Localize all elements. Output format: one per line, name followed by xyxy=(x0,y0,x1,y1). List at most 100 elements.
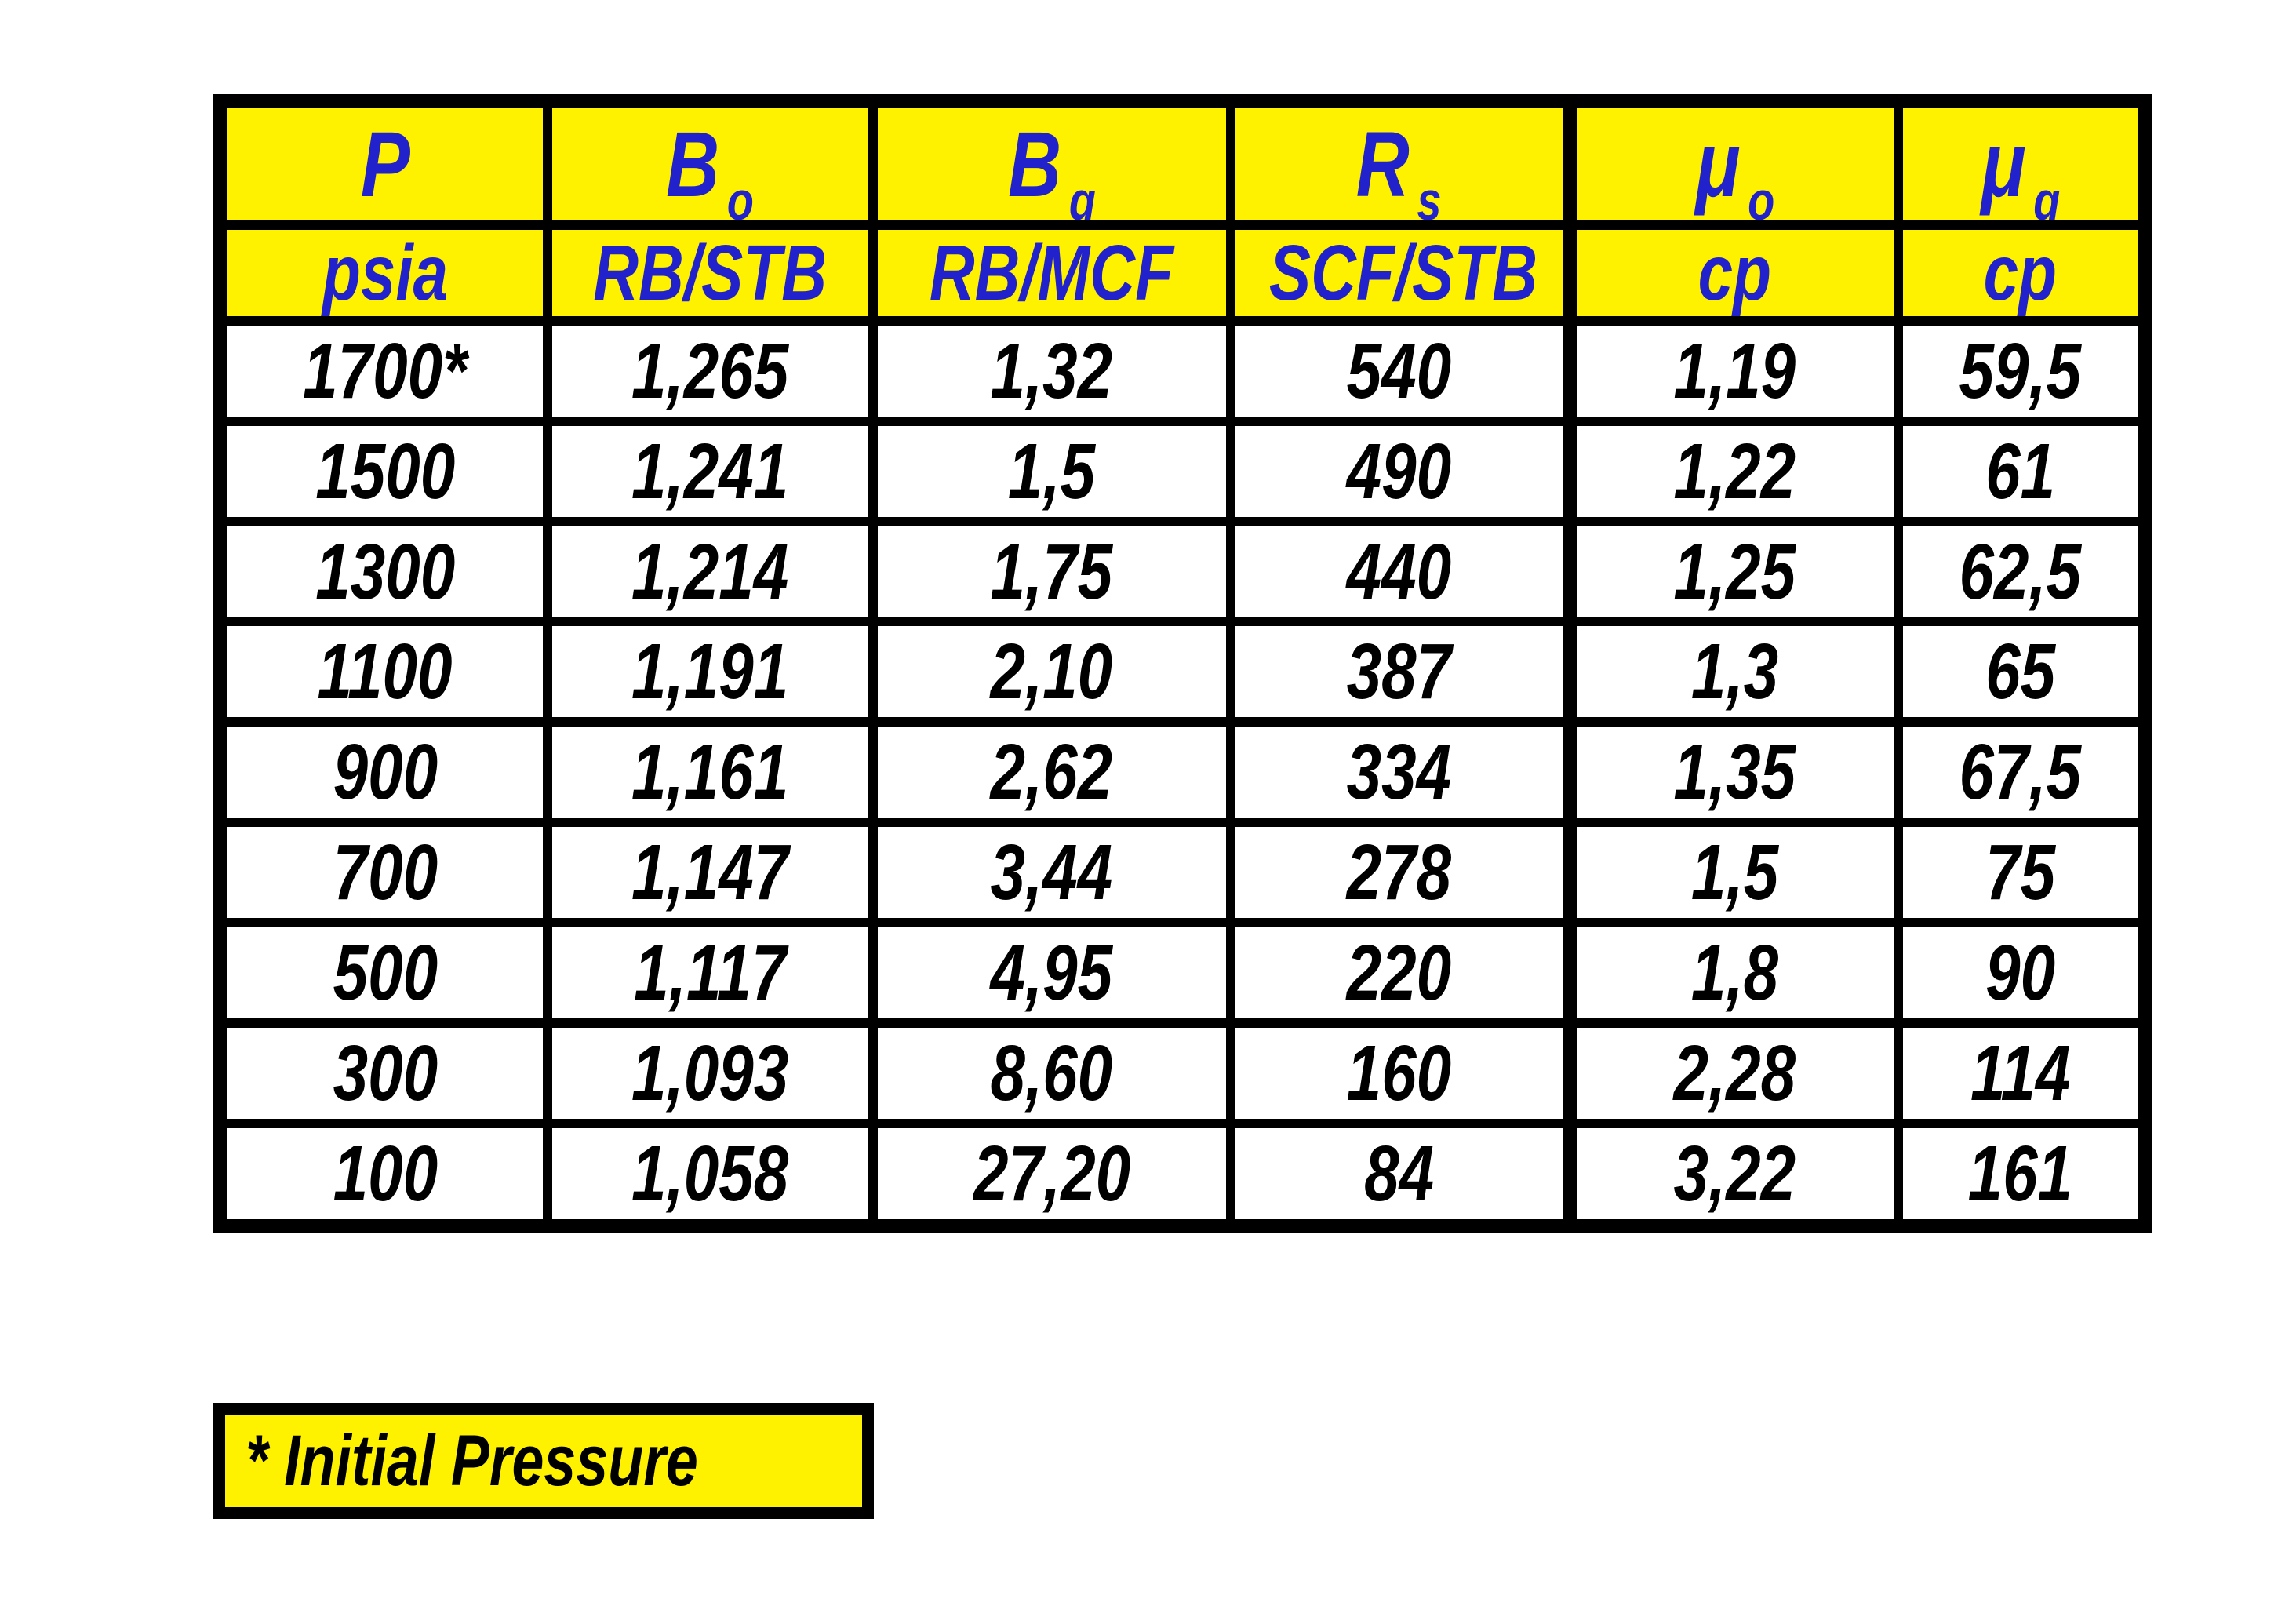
cell-pressure: 1100 xyxy=(216,617,552,727)
table-row: 500 1,117 4,95 220 1,8 90 xyxy=(216,917,2150,1028)
cell-value: 8,60 xyxy=(990,1029,1113,1117)
cell-value: 2,28 xyxy=(1673,1029,1796,1117)
cell-bg: 4,95 xyxy=(868,917,1235,1028)
cell-value: 1,19 xyxy=(1673,326,1796,415)
cell-rs: 490 xyxy=(1225,416,1574,526)
cell-value: 3,44 xyxy=(990,828,1113,917)
header-subscript: o xyxy=(1747,169,1775,225)
cell-rs: 334 xyxy=(1225,717,1574,828)
unit-label: RB/STB xyxy=(593,229,828,317)
cell-value: 1700* xyxy=(303,326,468,415)
header-subscript: g xyxy=(2032,169,2060,225)
cell-pressure: 1500 xyxy=(216,416,552,526)
cell-value: 1300 xyxy=(315,527,455,616)
cell-pressure: 1700* xyxy=(216,316,552,426)
header-symbol: μ xyxy=(1981,112,2026,217)
cell-value: 75 xyxy=(1985,828,2055,917)
cell-bo: 1,214 xyxy=(543,516,878,627)
cell-value: 67,5 xyxy=(1959,728,2082,817)
header-subscript: s xyxy=(1417,169,1442,225)
header-symbol: B xyxy=(666,112,720,217)
cell-bg: 2,62 xyxy=(868,717,1235,828)
footnote-box: * Initial Pressure xyxy=(213,1403,874,1519)
cell-value: 59,5 xyxy=(1959,326,2082,415)
cell-bg: 2,10 xyxy=(868,617,1235,727)
cell-mu-g: 67,5 xyxy=(1893,717,2150,828)
cell-value: 3,22 xyxy=(1673,1129,1796,1218)
unit-label: psia xyxy=(322,229,449,317)
cell-bg: 1,32 xyxy=(868,316,1235,426)
cell-value: 27,20 xyxy=(973,1129,1130,1218)
cell-value: 540 xyxy=(1346,326,1451,415)
cell-value: 61 xyxy=(1985,427,2055,515)
cell-value: 62,5 xyxy=(1959,527,2082,616)
table-row: 300 1,093 8,60 160 2,28 114 xyxy=(216,1018,2150,1128)
cell-bg: 27,20 xyxy=(868,1118,1235,1232)
cell-value: 1,5 xyxy=(1008,427,1096,515)
header-symbol: R xyxy=(1355,112,1410,217)
cell-mu-o: 1,3 xyxy=(1562,617,1903,727)
cell-value: 1,241 xyxy=(631,427,789,515)
cell-value: 1,191 xyxy=(631,628,789,716)
cell-mu-o: 1,5 xyxy=(1562,818,1903,927)
table-row: 100 1,058 27,20 84 3,22 161 xyxy=(216,1118,2150,1232)
cell-value: 1500 xyxy=(315,427,455,515)
cell-bo: 1,265 xyxy=(543,316,878,426)
cell-value: 65 xyxy=(1985,628,2055,716)
unit-label: RB/MCF xyxy=(930,229,1174,317)
cell-mu-g: 114 xyxy=(1893,1018,2150,1128)
cell-bo: 1,241 xyxy=(543,416,878,526)
cell-value: 4,95 xyxy=(990,928,1113,1017)
cell-value: 160 xyxy=(1346,1029,1451,1117)
unit-cell-rbstb: RB/STB xyxy=(543,220,878,326)
cell-value: 1,214 xyxy=(631,527,789,616)
cell-pressure: 900 xyxy=(216,717,552,828)
cell-pressure: 100 xyxy=(216,1118,552,1232)
cell-value: 900 xyxy=(333,728,438,817)
table-row: 1100 1,191 2,10 387 1,3 65 xyxy=(216,617,2150,727)
cell-bo: 1,117 xyxy=(543,917,878,1028)
cell-bo: 1,093 xyxy=(543,1018,878,1128)
cell-value: 84 xyxy=(1363,1129,1434,1218)
cell-bg: 3,44 xyxy=(868,818,1235,927)
cell-value: 1,5 xyxy=(1691,828,1779,917)
cell-value: 334 xyxy=(1346,728,1451,817)
footnote-label: * Initial Pressure xyxy=(246,1421,698,1501)
unit-cell-rbmcf: RB/MCF xyxy=(868,220,1235,326)
cell-bg: 1,75 xyxy=(868,516,1235,627)
cell-bo: 1,191 xyxy=(543,617,878,727)
cell-value: 490 xyxy=(1346,427,1451,515)
cell-rs: 387 xyxy=(1225,617,1574,727)
cell-value: 1,8 xyxy=(1691,928,1779,1017)
cell-rs: 160 xyxy=(1225,1018,1574,1128)
cell-value: 1,35 xyxy=(1673,728,1796,817)
cell-bo: 1,161 xyxy=(543,717,878,828)
header-subscript: o xyxy=(727,169,755,225)
cell-rs: 440 xyxy=(1225,516,1574,627)
cell-value: 1,161 xyxy=(631,728,789,817)
cell-rs: 220 xyxy=(1225,917,1574,1028)
cell-value: 90 xyxy=(1985,928,2055,1017)
cell-value: 440 xyxy=(1346,527,1451,616)
cell-value: 1,75 xyxy=(990,527,1113,616)
cell-rs: 84 xyxy=(1225,1118,1574,1232)
cell-bg: 1,5 xyxy=(868,416,1235,526)
cell-value: 1,058 xyxy=(631,1129,789,1218)
cell-pressure: 700 xyxy=(216,818,552,927)
cell-bo: 1,147 xyxy=(543,818,878,927)
cell-mu-g: 90 xyxy=(1893,917,2150,1028)
cell-value: 1,265 xyxy=(631,326,789,415)
cell-value: 1,32 xyxy=(990,326,1113,415)
cell-value: 1,147 xyxy=(631,828,789,917)
cell-mu-g: 61 xyxy=(1893,416,2150,526)
column-header-p: P xyxy=(216,97,552,230)
cell-pressure: 300 xyxy=(216,1018,552,1128)
